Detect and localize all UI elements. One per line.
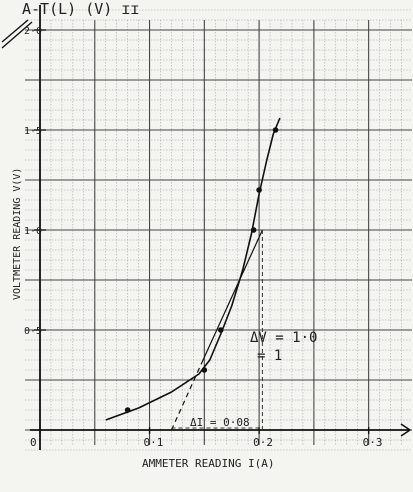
y-tick-label: 1·0 xyxy=(24,226,42,237)
x-tick-label: 0 xyxy=(30,436,37,449)
data-point xyxy=(217,327,224,333)
corner-scribble xyxy=(1,19,33,49)
x-axis-label: AMMETER READING I(A) xyxy=(142,457,274,470)
delta-v-annotation-2: = 1 xyxy=(257,348,282,364)
plot-area xyxy=(105,117,281,431)
x-tick-label: 0·1 xyxy=(144,436,164,449)
delta-i-annotation: ΔI = 0·08 xyxy=(190,416,250,429)
delta-v-annotation: ΔV = 1·0 xyxy=(250,330,317,346)
x-tick-label: 0·2 xyxy=(253,436,273,449)
tick-labels: 0 0·1 0·2 0·3 0·5 1·0 1·5 2·0 xyxy=(24,26,383,449)
y-tick-label: 2·0 xyxy=(24,26,42,37)
data-point xyxy=(124,407,131,413)
header-scrawl: A-T(L) (V) ɪɪ xyxy=(22,0,139,18)
y-axis-label: VOLTMETER READING V(V) xyxy=(12,168,23,300)
axes xyxy=(1,5,412,450)
y-tick-label: 1·5 xyxy=(24,126,42,137)
x-axis-arrowhead xyxy=(400,423,412,437)
data-point xyxy=(201,367,208,373)
tangent-line xyxy=(201,229,263,363)
y-tick-label: 0·5 xyxy=(24,326,42,337)
grid-lines xyxy=(25,9,412,451)
fitted-curve xyxy=(105,117,281,421)
x-tick-label: 0·3 xyxy=(363,436,383,449)
data-point xyxy=(256,187,262,193)
data-point xyxy=(250,227,257,233)
tangent-line-dashed xyxy=(170,361,203,431)
data-point xyxy=(272,127,279,133)
